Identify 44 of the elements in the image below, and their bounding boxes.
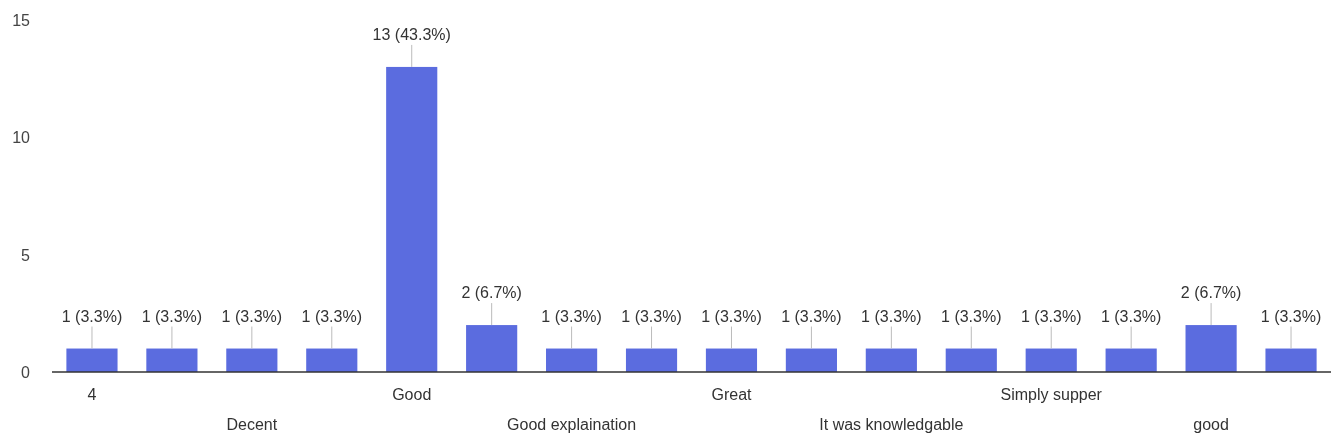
data-label: 1 (3.3%) (141, 307, 203, 325)
data-label: 2 (6.7%) (461, 284, 522, 302)
data-label: 1 (3.3%) (301, 307, 363, 325)
data-label: 1 (3.3%) (621, 307, 682, 325)
x-tick-label: Simply supper (1000, 386, 1103, 403)
bar (625, 348, 678, 372)
x-tick-label: 4 (87, 386, 97, 403)
data-label: 1 (3.3%) (941, 307, 1002, 325)
bar (1105, 348, 1157, 372)
bar (1265, 348, 1317, 372)
bar (865, 348, 917, 372)
x-tick-label: Great (711, 386, 753, 403)
bar (945, 348, 997, 372)
data-label: 1 (3.3%) (541, 307, 602, 325)
data-label: 1 (3.3%) (1100, 307, 1162, 325)
bar (466, 325, 518, 372)
y-tick-label: 10 (12, 129, 31, 147)
data-label: 1 (3.3%) (1260, 307, 1322, 325)
x-tick-label: Decent (226, 416, 278, 433)
bar (1185, 325, 1237, 372)
bar (546, 348, 598, 372)
bar (1025, 348, 1077, 372)
y-tick-label: 5 (21, 246, 31, 264)
bar (66, 348, 118, 372)
data-label: 1 (3.3%) (861, 307, 922, 325)
x-tick-label: It was knowledgable (819, 416, 964, 433)
bar (226, 348, 278, 372)
bar (306, 348, 358, 372)
data-label: 13 (43.3%) (372, 25, 451, 43)
x-tick-label: Good (392, 386, 432, 403)
bar (785, 348, 837, 372)
x-tick-label: Good explaination (507, 416, 637, 433)
bar (705, 348, 758, 372)
data-label: 1 (3.3%) (701, 307, 762, 325)
data-label: 2 (6.7%) (1180, 284, 1242, 302)
y-tick-label: 15 (12, 12, 31, 29)
y-tick-label: 0 (21, 364, 31, 381)
x-tick-label: good (1193, 416, 1229, 433)
bar (146, 348, 198, 372)
bar (386, 66, 438, 372)
data-label: 1 (3.3%) (61, 307, 123, 325)
data-label: 1 (3.3%) (1020, 307, 1082, 325)
data-label: 1 (3.3%) (781, 307, 842, 325)
data-label: 1 (3.3%) (221, 307, 283, 325)
